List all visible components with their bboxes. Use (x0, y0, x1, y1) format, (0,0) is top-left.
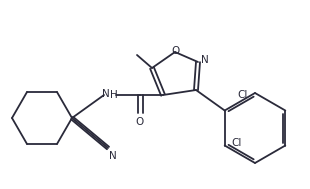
Text: H: H (110, 90, 118, 100)
Text: Cl: Cl (232, 139, 242, 149)
Text: N: N (109, 151, 117, 161)
Text: O: O (172, 46, 180, 56)
Text: O: O (136, 117, 144, 127)
Text: N: N (201, 55, 209, 65)
Text: N: N (102, 89, 110, 99)
Text: Cl: Cl (238, 90, 248, 100)
